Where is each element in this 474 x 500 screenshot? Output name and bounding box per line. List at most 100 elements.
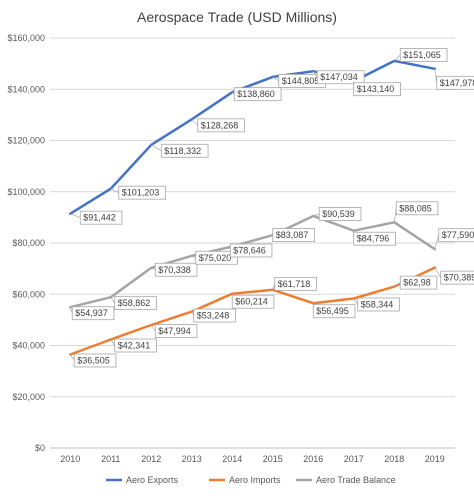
y-tick-label: $140,000 — [7, 84, 45, 94]
data-label-box: $58,862 — [110, 296, 157, 311]
label-background — [118, 185, 166, 200]
legend-item-aero-exports: Aero Exports — [106, 475, 179, 485]
y-tick-label: $0 — [35, 443, 45, 453]
label-background — [399, 47, 448, 62]
y-tick-label: $120,000 — [7, 136, 45, 146]
data-label-aero-trade-balance: $84,796 — [357, 234, 390, 244]
data-label-aero-exports: $101,203 — [122, 188, 160, 198]
label-background — [357, 297, 400, 312]
data-label-aero-trade-balance: $54,937 — [75, 308, 108, 318]
label-background — [312, 304, 356, 319]
data-label-box: $75,020 — [191, 250, 238, 265]
label-leader-line — [394, 54, 401, 62]
data-label-box: $53,248 — [191, 308, 236, 323]
x-tick-label: 2016 — [303, 454, 323, 464]
label-leader-line — [394, 282, 401, 287]
data-label-box: $128,268 — [191, 118, 245, 133]
data-label-box: $70,338 — [151, 262, 198, 277]
label-background — [440, 270, 474, 285]
data-label-aero-imports: $36,505 — [77, 355, 110, 365]
data-label-aero-imports: $56,495 — [316, 306, 349, 316]
legend-label: Aero Trade Balance — [316, 475, 396, 485]
data-label-aero-exports: $128,268 — [201, 120, 239, 130]
y-tick-label: $40,000 — [12, 341, 45, 351]
y-tick-label: $60,000 — [12, 289, 45, 299]
data-label-aero-exports: $143,140 — [357, 84, 395, 94]
data-label-aero-exports: $118,332 — [164, 146, 201, 156]
data-label-box: $147,978 — [434, 68, 474, 90]
data-label-aero-trade-balance: $88,085 — [399, 203, 432, 213]
y-tick-label: $80,000 — [12, 238, 45, 248]
legend: Aero Exports Aero Imports Aero Trade Balan… — [106, 475, 396, 485]
data-label-aero-imports: $60,214 — [235, 297, 268, 307]
label-background — [114, 338, 157, 353]
label-leader-line — [151, 144, 162, 152]
label-background — [71, 306, 115, 321]
data-label-box: $70,389 — [434, 267, 474, 285]
data-label-box: $151,065 — [394, 47, 448, 62]
data-label-aero-trade-balance: $75,020 — [199, 253, 232, 263]
data-label-aero-exports: $91,442 — [83, 213, 116, 223]
data-labels: $91,442 $101,203 $118,332 $128,268 $138,860 $… — [69, 47, 474, 368]
y-tick-label: $160,000 — [7, 33, 45, 43]
label-background — [79, 210, 123, 225]
label-leader-line — [313, 213, 320, 217]
label-leader-line — [434, 235, 440, 250]
x-tick-label: 2018 — [384, 454, 404, 464]
x-tick-label: 2012 — [141, 454, 161, 464]
label-background — [73, 353, 117, 368]
label-background — [318, 207, 362, 221]
label-leader-line — [110, 188, 119, 193]
label-leader-line — [312, 71, 318, 78]
x-tick-label: 2015 — [263, 454, 283, 464]
legend-item-aero-imports: Aero Imports — [209, 475, 281, 485]
label-background — [436, 75, 474, 90]
data-label-box: $60,214 — [231, 293, 275, 309]
data-label-box: $143,140 — [353, 81, 401, 97]
x-tick-label: 2019 — [425, 454, 445, 464]
label-leader-line — [70, 213, 81, 219]
label-leader-line — [272, 76, 279, 82]
data-label-aero-exports: $138,860 — [237, 89, 275, 99]
label-background — [438, 228, 474, 243]
data-label-box: $138,860 — [232, 87, 282, 102]
label-background — [272, 228, 315, 242]
data-label-box: $77,590 — [434, 228, 474, 250]
label-background — [114, 296, 157, 311]
legend-item-aero-trade-balance: Aero Trade Balance — [296, 475, 396, 485]
label-background — [395, 201, 439, 216]
label-leader-line — [110, 296, 116, 304]
data-label-box: $118,332 — [151, 143, 209, 158]
data-label-aero-trade-balance: $83,087 — [276, 230, 309, 240]
data-label-box: $61,718 — [272, 276, 317, 291]
data-label-box: $84,796 — [353, 230, 396, 246]
label-leader-line — [434, 267, 442, 278]
label-background — [274, 276, 317, 291]
label-background — [353, 231, 396, 246]
data-label-aero-imports: $61,718 — [278, 279, 311, 289]
data-label-box: $83,087 — [272, 228, 315, 242]
label-background — [154, 324, 198, 338]
y-axis: $0 $20,000 $40,000 $60,000 $80,000 $100,000 $1… — [7, 33, 45, 453]
data-label-aero-imports: $53,248 — [197, 311, 230, 321]
data-label-box: $36,505 — [69, 353, 117, 368]
x-tick-label: 2014 — [222, 454, 242, 464]
label-background — [353, 82, 401, 97]
label-background — [195, 250, 238, 265]
legend-label: Aero Exports — [126, 475, 179, 485]
data-label-aero-exports: $147,034 — [320, 72, 358, 82]
data-label-aero-trade-balance: $58,862 — [118, 298, 151, 308]
label-background — [231, 294, 275, 309]
data-label-aero-imports: $62,98 — [403, 278, 431, 288]
data-label-box: $147,034 — [312, 70, 365, 85]
series-line-aero-exports — [69, 59, 437, 215]
x-tick-label: 2010 — [60, 454, 80, 464]
data-label-box: $88,085 — [393, 201, 439, 223]
label-background — [160, 143, 209, 158]
data-label-aero-imports: $47,994 — [158, 326, 191, 336]
series-line-aero-imports — [69, 266, 437, 356]
data-label-aero-imports: $58,344 — [361, 299, 394, 309]
data-label-aero-trade-balance: $78,646 — [233, 245, 266, 255]
